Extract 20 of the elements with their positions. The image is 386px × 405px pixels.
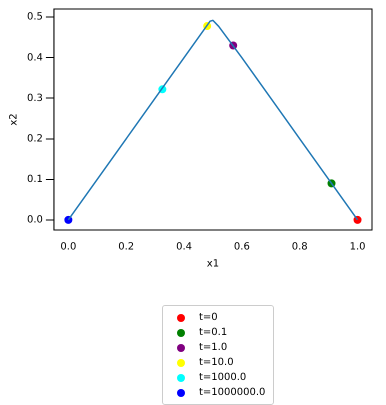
x-tick-label: 0.0 xyxy=(60,242,76,253)
y-tick-label: 0.4 xyxy=(26,52,43,64)
x-axis-title: x1 xyxy=(206,258,220,270)
y-tick-label: 0.3 xyxy=(26,92,43,104)
y-tick-label: 0.5 xyxy=(26,12,43,23)
x-tick-label: 0.8 xyxy=(292,242,308,253)
legend-label: t=1.0 xyxy=(199,342,228,353)
legend-label: t=1000000.0 xyxy=(199,387,266,398)
legend-label: t=0 xyxy=(199,312,218,323)
x-tick-label: 0.2 xyxy=(118,242,134,253)
x-tick-label: 0.4 xyxy=(176,242,192,253)
y-tick-label: 0.1 xyxy=(26,174,43,185)
legend-label: t=0.1 xyxy=(199,327,228,338)
y-tick-label: 0.2 xyxy=(26,133,43,144)
y-tick-label: 0.0 xyxy=(26,214,43,226)
legend-label: t=10.0 xyxy=(199,357,234,368)
x-tick-label: 0.6 xyxy=(234,242,250,253)
x-tick-label: 1.0 xyxy=(350,242,366,253)
legend-label: t=1000.0 xyxy=(199,372,246,383)
y-axis-title: x2 xyxy=(8,113,20,126)
